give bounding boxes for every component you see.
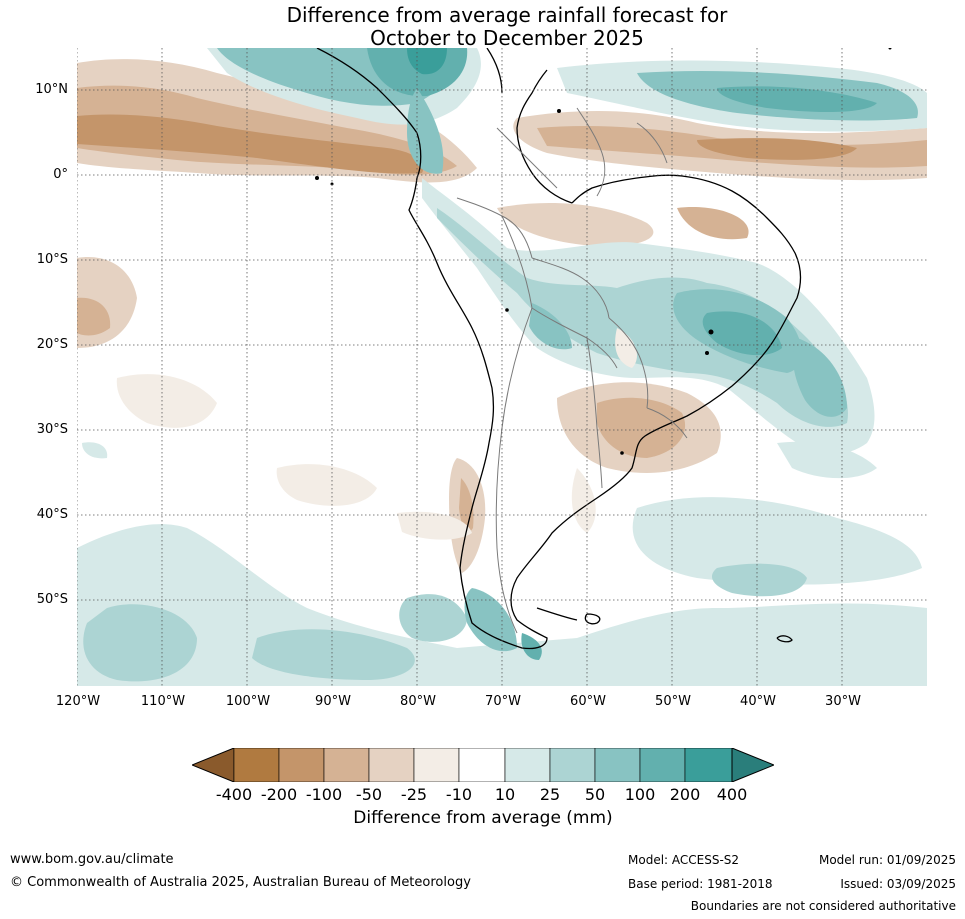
colorbar-bin-2 <box>278 748 325 782</box>
lon-label-80w: 80°W <box>400 694 436 709</box>
issued-date: Issued: 03/09/2025 <box>840 877 956 891</box>
lon-label-70w: 70°W <box>485 694 521 709</box>
model-run-date: Model run: 01/09/2025 <box>818 853 956 867</box>
colorbar-tick-10: 100 <box>624 785 656 804</box>
map-title: Difference from average rainfall forecas… <box>0 4 965 50</box>
colorbar-tick-6: -10 <box>445 785 473 804</box>
lat-label-50s: 50°S <box>36 592 68 607</box>
colorbar-bin-7 <box>504 748 551 782</box>
southern-ocean-anomaly <box>77 442 927 686</box>
continent-wet-anomaly <box>422 178 877 479</box>
colorbar-bin-8 <box>549 748 596 782</box>
lat-label-20s: 20°S <box>36 337 68 352</box>
title-line-1: Difference from average rainfall forecas… <box>286 3 728 27</box>
base-period-info: Base period: 1981-2018 <box>628 877 773 891</box>
lon-label-120w: 120°W <box>55 694 101 709</box>
graticule <box>77 48 927 686</box>
colorbar-bin-4 <box>368 748 415 782</box>
colorbar-bin-9 <box>594 748 641 782</box>
lon-label-30w: 30°W <box>825 694 861 709</box>
lat-label-10n: 10°N <box>35 82 68 97</box>
colorbar-extend-low <box>192 748 235 782</box>
lat-label-0: 0° <box>53 167 68 182</box>
lat-label-10s: 10°S <box>36 252 68 267</box>
lat-label-40s: 40°S <box>36 507 68 522</box>
model-info: Model: ACCESS-S2 <box>628 853 740 867</box>
map-canvas <box>77 48 927 686</box>
colorbar-tick-2: -200 <box>260 785 298 804</box>
website-link[interactable]: www.bom.gov.au/climate <box>10 852 174 867</box>
country-borders <box>456 107 688 634</box>
lon-label-100w: 100°W <box>225 694 271 709</box>
lon-label-90w: 90°W <box>315 694 351 709</box>
rainfall-map <box>77 48 927 686</box>
islands <box>315 48 892 455</box>
lon-label-50w: 50°W <box>655 694 691 709</box>
lon-label-40w: 40°W <box>740 694 776 709</box>
title-line-2: October to December 2025 <box>370 26 644 50</box>
colorbar-label: Difference from average (mm) <box>353 808 613 828</box>
lon-label-110w: 110°W <box>140 694 186 709</box>
colorbar-tick-8: 25 <box>539 785 561 804</box>
colorbar-tick-1: -400 <box>215 785 253 804</box>
colorbar-bin-3 <box>323 748 370 782</box>
colorbar-extend-high <box>731 748 774 782</box>
colorbar-tick-3: -100 <box>305 785 343 804</box>
copyright-notice: © Commonwealth of Australia 2025, Austra… <box>10 875 471 890</box>
boundaries-disclaimer: Boundaries are not considered authoritat… <box>690 899 956 913</box>
colorbar-tick-9: 50 <box>584 785 606 804</box>
northern-wet-anomaly <box>207 48 927 174</box>
lat-label-30s: 30°S <box>36 422 68 437</box>
northern-dry-anomaly <box>77 59 927 247</box>
colorbar-bin-11 <box>684 748 733 782</box>
colorbar-tick-12: 400 <box>716 785 748 804</box>
colorbar-bin-10 <box>639 748 686 782</box>
colorbar-bin-1 <box>233 748 280 782</box>
colorbar-bin-6 <box>458 748 506 782</box>
lon-label-60w: 60°W <box>570 694 606 709</box>
colorbar <box>192 748 774 782</box>
colorbar-tick-4: -50 <box>355 785 383 804</box>
colorbar-tick-7: 10 <box>494 785 516 804</box>
colorbar-tick-11: 200 <box>669 785 701 804</box>
southern-dry-anomaly <box>77 257 721 573</box>
colorbar-tick-5: -25 <box>400 785 428 804</box>
colorbar-bin-5 <box>413 748 460 782</box>
